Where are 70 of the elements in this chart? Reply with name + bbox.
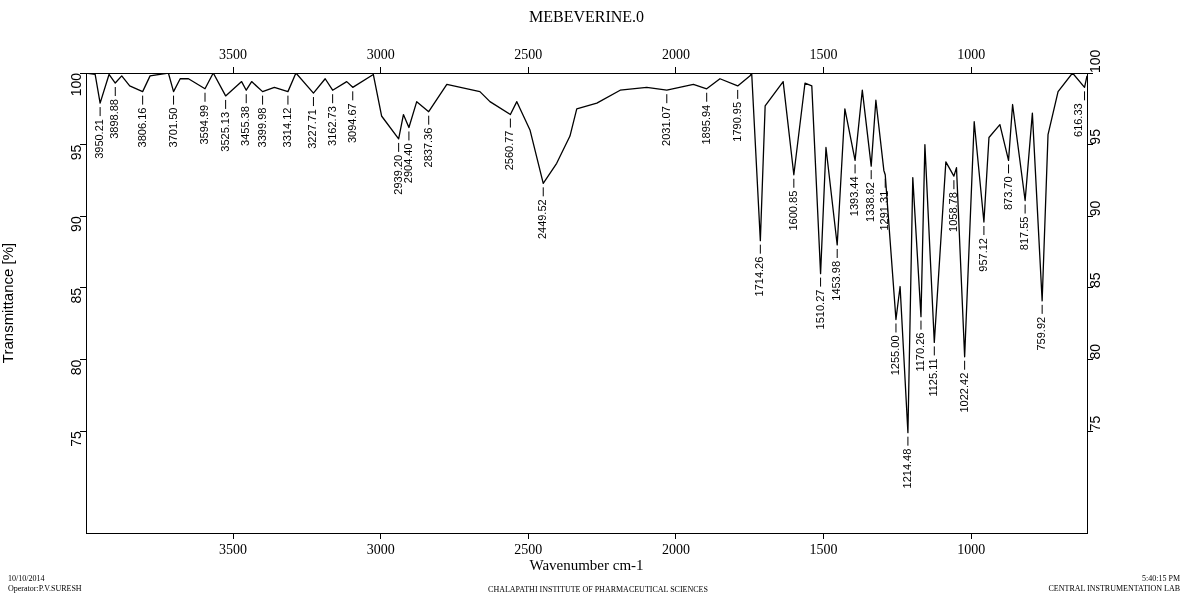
annotation: 3806.16 xyxy=(135,107,148,148)
annotation: 616.33 xyxy=(1072,103,1085,137)
text: Operator:P.V.SURESH xyxy=(8,584,82,594)
annotation: 817.55 xyxy=(1018,216,1031,251)
annotation: 3701.50 xyxy=(166,107,179,148)
annotation: 1058.78 xyxy=(946,192,959,232)
annotation: 3455.38 xyxy=(239,106,252,146)
y-tick-label: 90 xyxy=(67,216,84,232)
annotation: 2031.07 xyxy=(659,106,672,146)
text: CHALAPATHI INSTITUTE OF PHARMACEUTICAL SCIENCES xyxy=(488,585,708,595)
annotation: 873.70 xyxy=(1001,176,1014,211)
y2-tick-label: 95 xyxy=(1086,128,1103,145)
annotation: 957.12 xyxy=(976,238,989,272)
y2-tick-label: 85 xyxy=(1086,272,1103,288)
x-tick-label: 1500 xyxy=(809,542,838,558)
y-tick-label: 85 xyxy=(67,287,84,304)
annotation: 1022.42 xyxy=(957,372,970,413)
y-axis-title: Transmittance [%] xyxy=(0,242,17,364)
y2-tick-label: 100 xyxy=(1086,49,1103,73)
text: 5:40:15 PM xyxy=(1141,574,1180,584)
text: CENTRAL INSTRUMENTATION LAB xyxy=(1048,584,1180,594)
annotation: 2904.40 xyxy=(401,143,414,184)
annotation: 3227.71 xyxy=(306,109,319,149)
annotation: 3898.88 xyxy=(108,99,121,139)
x2-tick-label: 3000 xyxy=(366,47,395,63)
x-tick-label: 3000 xyxy=(366,542,395,558)
annotation: 1453.98 xyxy=(830,260,843,301)
x2-tick-label: 3500 xyxy=(219,47,248,63)
annotation: 3950.21 xyxy=(93,119,106,159)
annotation: 1600.85 xyxy=(786,190,799,231)
annotation: 1714.26 xyxy=(753,256,766,297)
annotation: 3162.73 xyxy=(325,106,338,146)
annotation: 1510.27 xyxy=(813,289,826,330)
x-axis-title: Wavenumber cm-1 xyxy=(529,556,644,573)
x-tick-label: 2500 xyxy=(514,542,543,558)
y-tick-label: 100 xyxy=(67,72,84,97)
annotation: 3525.13 xyxy=(218,111,231,152)
x2-tick-label: 1500 xyxy=(809,47,838,63)
annotation: 2449.52 xyxy=(536,199,549,240)
x-tick-label: 2000 xyxy=(661,542,690,558)
y2-tick-label: 90 xyxy=(1086,200,1103,217)
annotation: 1255.00 xyxy=(888,335,901,376)
annotation: 2560.77 xyxy=(503,130,516,171)
annotation: 1790.95 xyxy=(730,101,743,142)
y-tick-label: 75 xyxy=(67,431,84,447)
annotation: 2939.20 xyxy=(391,154,404,195)
annotation: 1214.48 xyxy=(900,448,913,489)
chart-title: MEBEVERINE.0 xyxy=(528,8,645,26)
annotation: 1895.94 xyxy=(699,104,712,145)
y-tick-label: 95 xyxy=(67,144,84,161)
annotation: 3094.67 xyxy=(345,103,358,144)
x-tick-label: 1000 xyxy=(957,542,986,558)
x2-tick-label: 1000 xyxy=(957,47,986,63)
annotation: 3399.98 xyxy=(255,107,268,148)
text: 10/10/2014 xyxy=(8,574,45,584)
annotation: 1291.31 xyxy=(878,190,891,231)
x-tick-label: 3500 xyxy=(219,542,248,558)
x2-tick-label: 2000 xyxy=(661,47,690,63)
annotation: 3314.12 xyxy=(280,107,293,148)
annotation: 2837.36 xyxy=(421,127,434,168)
x2-tick-label: 2500 xyxy=(514,47,543,63)
y2-tick-label: 75 xyxy=(1086,415,1103,432)
annotation: 1393.44 xyxy=(848,176,861,217)
y2-tick-label: 80 xyxy=(1086,343,1103,360)
annotation: 1338.82 xyxy=(864,182,877,222)
annotation: 1125.11 xyxy=(927,358,940,397)
y-tick-label: 80 xyxy=(67,359,84,376)
annotation: 759.92 xyxy=(1035,316,1048,351)
annotation: 3594.99 xyxy=(198,104,211,145)
annotation: 1170.26 xyxy=(914,332,927,372)
